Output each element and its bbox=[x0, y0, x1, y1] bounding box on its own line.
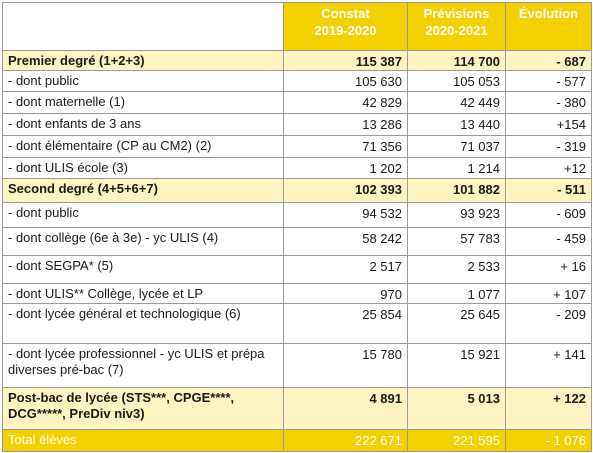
value-cell: 105 630 bbox=[283, 70, 408, 92]
value-cell: + 122 bbox=[505, 387, 592, 430]
table-row: - dont ULIS** Collège, lycée et LP 970 1 0… bbox=[2, 283, 592, 304]
value-cell: 13 440 bbox=[407, 113, 506, 136]
value-cell: 1 077 bbox=[407, 283, 506, 304]
value-cell: 2 517 bbox=[283, 255, 408, 284]
table-row: - dont lycée général et technologique (6… bbox=[2, 303, 592, 344]
header-cell: Prévisions 2020-2021 bbox=[407, 2, 506, 51]
table-row: Premier degré (1+2+3) 115 387 114 700- 687 bbox=[2, 50, 592, 71]
value-cell: 42 449 bbox=[407, 91, 506, 114]
header-cell: Évolution bbox=[505, 2, 592, 51]
table-row: - dont enfants de 3 ans 13 286 13 440 +154 bbox=[2, 113, 592, 136]
table-row: - dont collège (6e à 3e) - yc ULIS (4) 58… bbox=[2, 227, 592, 256]
value-cell: 25 645 bbox=[407, 303, 506, 344]
value-cell: 15 921 bbox=[407, 343, 506, 388]
value-cell: 5 013 bbox=[407, 387, 506, 430]
table-row: Post-bac de lycée (STS***, CPGE****, DCG… bbox=[2, 387, 592, 430]
value-cell: - 459 bbox=[505, 227, 592, 256]
value-cell: +12 bbox=[505, 157, 592, 179]
table-row: - dont public 94 532 93 923- 609 bbox=[2, 202, 592, 228]
value-cell: 970 bbox=[283, 283, 408, 304]
table-row: Total élèves 222 671 221 595- 1 076 bbox=[2, 429, 592, 452]
row-label: - dont lycée professionnel - yc ULIS et … bbox=[2, 343, 284, 388]
row-label: - dont lycée général et technologique (6… bbox=[2, 303, 284, 344]
value-cell: 57 783 bbox=[407, 227, 506, 256]
row-label: - dont maternelle (1) bbox=[2, 91, 284, 114]
row-label: Second degré (4+5+6+7) bbox=[2, 178, 284, 203]
value-cell: 93 923 bbox=[407, 202, 506, 228]
row-label: - dont enfants de 3 ans bbox=[2, 113, 284, 136]
value-cell: - 577 bbox=[505, 70, 592, 92]
value-cell: 2 533 bbox=[407, 255, 506, 284]
row-label: - dont SEGPA* (5) bbox=[2, 255, 284, 284]
value-cell: + 107 bbox=[505, 283, 592, 304]
header-cell: Constat 2019-2020 bbox=[283, 2, 408, 51]
value-cell: 71 356 bbox=[283, 135, 408, 158]
value-cell: - 511 bbox=[505, 178, 592, 203]
value-cell: + 16 bbox=[505, 255, 592, 284]
table-row: - dont ULIS école (3) 1 202 1 214 +12 bbox=[2, 157, 592, 179]
value-cell: - 319 bbox=[505, 135, 592, 158]
table-row: - dont maternelle (1) 42 829 42 449- 380 bbox=[2, 91, 592, 114]
value-cell: 58 242 bbox=[283, 227, 408, 256]
value-cell: 222 671 bbox=[283, 429, 408, 452]
value-cell: + 141 bbox=[505, 343, 592, 388]
header-blank bbox=[2, 2, 284, 51]
row-label: Total élèves bbox=[2, 429, 284, 452]
row-label: Post-bac de lycée (STS***, CPGE****, DCG… bbox=[2, 387, 284, 430]
value-cell: 1 214 bbox=[407, 157, 506, 179]
value-cell: 4 891 bbox=[283, 387, 408, 430]
value-cell: - 1 076 bbox=[505, 429, 592, 452]
value-cell: 114 700 bbox=[407, 50, 506, 71]
value-cell: 105 053 bbox=[407, 70, 506, 92]
header-row: Constat 2019-2020 Prévisions 2020-2021 É… bbox=[2, 2, 592, 51]
row-label: - dont élémentaire (CP au CM2) (2) bbox=[2, 135, 284, 158]
value-cell: 25 854 bbox=[283, 303, 408, 344]
value-cell: 71 037 bbox=[407, 135, 506, 158]
table-row: - dont élémentaire (CP au CM2) (2) 71 356… bbox=[2, 135, 592, 158]
row-label: - dont collège (6e à 3e) - yc ULIS (4) bbox=[2, 227, 284, 256]
value-cell: 102 393 bbox=[283, 178, 408, 203]
value-cell: 1 202 bbox=[283, 157, 408, 179]
value-cell: 13 286 bbox=[283, 113, 408, 136]
value-cell: 94 532 bbox=[283, 202, 408, 228]
table-row: - dont public 105 630 105 053- 577 bbox=[2, 70, 592, 92]
value-cell: 42 829 bbox=[283, 91, 408, 114]
value-cell: +154 bbox=[505, 113, 592, 136]
row-label: - dont ULIS école (3) bbox=[2, 157, 284, 179]
value-cell: - 609 bbox=[505, 202, 592, 228]
value-cell: - 687 bbox=[505, 50, 592, 71]
row-label: Premier degré (1+2+3) bbox=[2, 50, 284, 71]
row-label: - dont ULIS** Collège, lycée et LP bbox=[2, 283, 284, 304]
value-cell: 115 387 bbox=[283, 50, 408, 71]
value-cell: 15 780 bbox=[283, 343, 408, 388]
table-row: Second degré (4+5+6+7) 102 393 101 882- 51… bbox=[2, 178, 592, 203]
value-cell: 221 595 bbox=[407, 429, 506, 452]
table-row: - dont lycée professionnel - yc ULIS et … bbox=[2, 343, 592, 388]
table-row: - dont SEGPA* (5) 2 517 2 533 + 16 bbox=[2, 255, 592, 284]
value-cell: - 380 bbox=[505, 91, 592, 114]
value-cell: 101 882 bbox=[407, 178, 506, 203]
row-label: - dont public bbox=[2, 70, 284, 92]
row-label: - dont public bbox=[2, 202, 284, 228]
value-cell: - 209 bbox=[505, 303, 592, 344]
